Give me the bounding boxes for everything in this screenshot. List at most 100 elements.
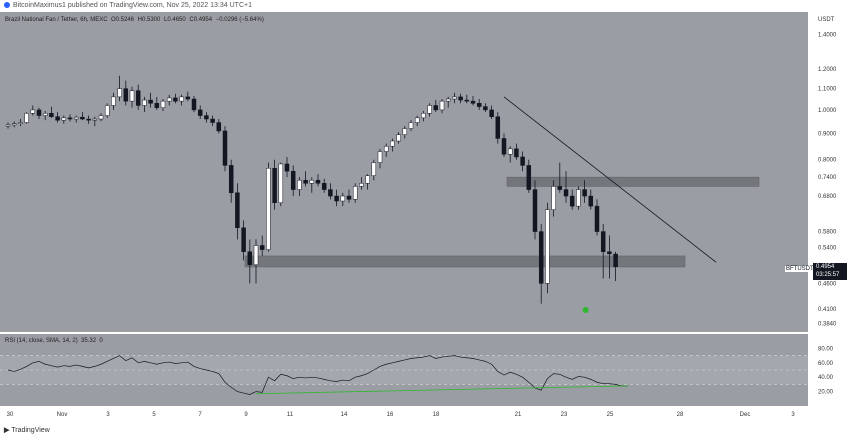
candle-body [452,96,457,100]
open-label: O [110,17,116,23]
time-tick-label: 30 [7,412,14,418]
candle-body [86,118,91,121]
candle-body [520,156,525,166]
candle-body [241,227,246,252]
time-tick-label: 5 [152,412,156,418]
candle-body [24,113,29,123]
candle-body [142,99,147,106]
close-value: 0.4954 [193,17,213,23]
price-tick-label: 0.3840 [818,322,837,328]
candle-body [346,195,352,200]
candle-body [18,122,23,124]
candle-body [613,253,618,268]
rsi-value2: 0 [99,338,103,344]
candle-body [111,96,116,106]
candle-body [235,192,240,229]
candle-body [92,118,98,121]
candle-body [104,105,110,116]
candle-body [148,99,153,104]
candle-body [377,151,383,163]
candle-body [414,117,420,123]
candle-body [67,117,73,120]
candle-body [166,97,172,102]
rsi-divergence-trendline [255,385,629,395]
candle-body [427,105,432,114]
candle-body [253,245,259,265]
candle-body [5,124,11,127]
high-value: 0.5300 [142,17,161,23]
candle-body [501,138,507,155]
candle-body [334,195,339,202]
price-tick-label: 0.4100 [818,307,837,313]
candle-body [154,103,160,108]
price-tick-label: 1.2000 [818,67,837,73]
candle-body [545,209,550,284]
price-tick-label: 0.5800 [818,230,837,236]
candle-body [396,134,401,142]
candle-body [117,88,122,98]
time-tick-label: 23 [561,412,568,418]
price-pane[interactable] [0,12,808,332]
time-tick-label: 11 [287,412,294,418]
change-value: −0.0296 (−5.64%) [215,17,264,23]
candle-body [464,99,470,102]
candle-body [476,103,482,107]
time-tick-label: Dec [740,412,751,418]
time-tick-label: 16 [387,412,394,418]
candle-body [284,163,290,172]
candle-body [563,189,569,197]
candle-body [30,109,36,114]
candle-body [495,116,501,139]
candle-body [458,96,463,101]
price-tick-label: 0.5400 [818,246,837,252]
candle-body [470,100,476,104]
chart-legend: Brazil National Fan / Tether, 6h, MEXC O… [5,17,266,23]
candle-body [483,106,488,111]
time-axis[interactable] [0,406,850,424]
footer: ▶ TradingView [0,424,850,437]
price-axis[interactable] [808,12,850,406]
candle-body [247,251,253,265]
candle-body [408,122,414,129]
candle-body [303,179,308,184]
candle-body [557,186,563,190]
high-label: H [137,17,142,23]
candle-body [11,123,17,126]
candle-body [204,115,209,120]
candle-body [538,231,544,284]
candle-body [61,117,67,121]
candle-body [309,179,315,184]
published-text: BitcoinMaximus1 published on TradingView… [13,2,252,9]
candle-body [36,109,42,116]
bar-countdown: 03:25:57 [816,272,840,278]
price-tick-label: 0.4600 [818,281,837,287]
candle-body [445,98,451,102]
tradingview-logo-icon [4,2,10,9]
last-price: 0.4954 [816,264,835,270]
candle-body [507,148,513,155]
candle-body [600,231,606,252]
candle-body [55,116,60,121]
candle-body [489,109,494,117]
pane-separator[interactable] [0,332,850,334]
symbol-tag: BFTUSDT [785,266,815,272]
time-tick-label: 3 [106,412,110,418]
candle-body [222,130,228,166]
candle-body [607,251,612,255]
time-tick-label: 28 [677,412,684,418]
rsi-legend: RSI (14, close, SMA, 14, 2) 35.32 0 [5,338,103,344]
candle-body [98,115,104,120]
candle-body [297,179,302,190]
time-tick-label: 21 [515,412,522,418]
candle-body [514,148,519,158]
candle-body [42,113,48,116]
candle-body [179,96,184,102]
time-tick-label: 14 [341,412,348,418]
candle-body [259,245,265,250]
candle-body [321,183,327,190]
rsi-tick-label: 80.00 [818,346,834,352]
candle-body [210,118,215,123]
descending-trendline [503,96,717,263]
candle-body [365,175,370,184]
candle-body [359,183,364,187]
